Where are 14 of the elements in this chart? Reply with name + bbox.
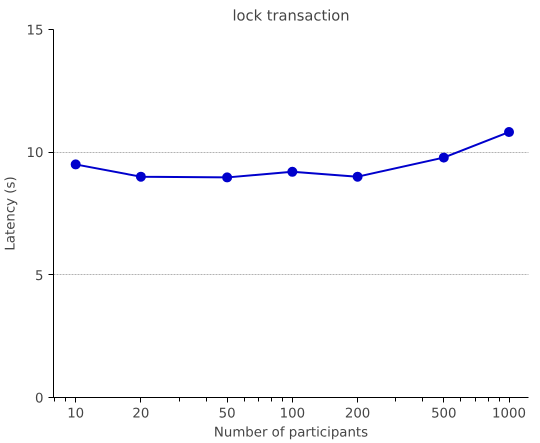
x-tick-label: 50 bbox=[218, 406, 236, 422]
y-tick-label: 5 bbox=[35, 268, 44, 284]
chart-title: lock transaction bbox=[232, 8, 350, 24]
x-tick-label: 100 bbox=[280, 406, 306, 422]
x-tick-label: 1000 bbox=[492, 406, 526, 422]
x-tick-label: 10 bbox=[67, 406, 84, 422]
x-tick-label: 500 bbox=[431, 406, 457, 422]
x-tick-label: 20 bbox=[132, 406, 150, 422]
y-axis-title: Latency (s) bbox=[4, 176, 19, 251]
y-tick-label: 0 bbox=[35, 392, 44, 406]
y-tick-label: 15 bbox=[26, 24, 44, 38]
x-axis-title: Number of participants bbox=[214, 426, 368, 440]
x-tick-label: 200 bbox=[344, 406, 370, 422]
y-tick-label: 10 bbox=[26, 146, 44, 162]
